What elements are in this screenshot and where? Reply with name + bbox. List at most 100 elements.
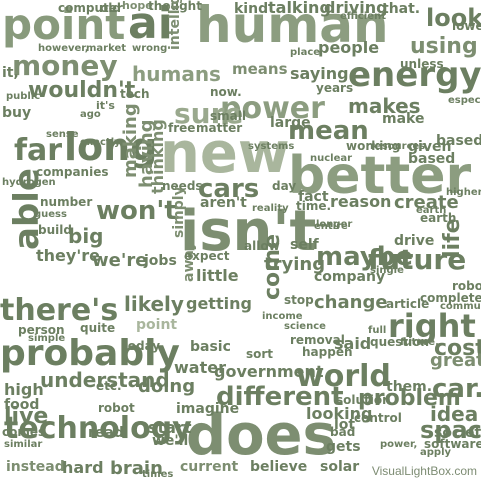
word: today: [122, 339, 161, 353]
word: won't: [96, 196, 177, 226]
word: people: [318, 38, 380, 57]
word: entire: [314, 221, 348, 232]
word: higher: [446, 187, 481, 198]
word: simply: [171, 186, 187, 238]
word: time.: [296, 199, 332, 213]
word: wouldn't: [28, 78, 136, 103]
word: years: [316, 81, 354, 95]
word: company: [314, 269, 386, 285]
word: lower: [452, 19, 481, 33]
word: hydrogen: [2, 177, 56, 188]
word: means: [232, 60, 288, 78]
word: reality: [252, 203, 289, 214]
word: nuclear: [310, 153, 353, 164]
word: there's: [0, 293, 119, 328]
word: earth: [416, 205, 447, 216]
word: quite: [80, 321, 116, 335]
word: big: [68, 224, 104, 248]
word: believe: [250, 459, 308, 475]
word: space: [420, 416, 481, 444]
word: make: [382, 111, 425, 127]
word: free: [168, 121, 196, 135]
word: power,: [380, 439, 418, 450]
word: makes: [348, 94, 421, 118]
word: society: [434, 425, 481, 441]
word: right: [388, 307, 476, 345]
word: unless: [400, 57, 444, 71]
word: solar: [320, 459, 360, 475]
word: government: [214, 362, 324, 381]
word: etc.: [96, 379, 122, 393]
word: understand: [40, 368, 170, 392]
word: getting: [186, 294, 252, 313]
word: cars: [198, 174, 260, 204]
word: great: [430, 350, 481, 371]
watermark: VisualLightBox.com: [369, 464, 479, 478]
word: efficient: [340, 11, 386, 22]
word: look: [426, 4, 481, 32]
word: we'll: [152, 433, 189, 449]
word: change: [314, 292, 388, 313]
word: bad: [330, 425, 356, 439]
word: using: [410, 34, 478, 59]
word: read: [88, 425, 124, 441]
word: imagine: [176, 401, 240, 417]
word: trying: [264, 254, 326, 275]
word: humans: [132, 62, 221, 86]
word: talking: [268, 0, 331, 17]
word: hope: [122, 0, 153, 12]
word: number: [40, 195, 93, 209]
word: matter: [196, 121, 243, 135]
word: idea: [430, 402, 479, 426]
word: working: [346, 139, 401, 153]
word: stop: [284, 293, 314, 307]
word: better: [288, 146, 472, 206]
word: companies: [36, 165, 109, 179]
word: energy: [348, 55, 481, 95]
word: world: [296, 359, 391, 394]
word: now.: [210, 85, 242, 99]
word: maybe: [316, 242, 414, 272]
word: tech: [120, 87, 150, 101]
word: said: [334, 334, 372, 353]
word: exactly: [80, 137, 121, 148]
word: given: [408, 139, 452, 155]
word: control: [354, 411, 402, 425]
word: saying: [290, 64, 349, 83]
word: ago: [80, 109, 101, 120]
word: problem: [358, 386, 461, 411]
word: future: [368, 243, 467, 276]
word: future.: [400, 337, 439, 348]
word: technology: [4, 411, 192, 446]
word: reason: [330, 192, 392, 211]
word: however,: [38, 43, 89, 54]
word: software: [424, 437, 481, 451]
word: large: [270, 115, 311, 131]
word: allow: [244, 239, 280, 253]
word: live: [4, 404, 49, 429]
word: far: [14, 133, 63, 168]
word: likely: [124, 292, 184, 316]
word: robot: [98, 401, 135, 415]
word: fact: [298, 189, 329, 205]
word: simple: [28, 333, 66, 344]
word: mean: [288, 116, 369, 146]
word: earth: [420, 211, 457, 225]
word: point: [2, 0, 126, 49]
word: old: [100, 1, 121, 15]
word: single: [370, 265, 404, 276]
word: computer: [58, 1, 123, 15]
word: new: [160, 121, 290, 186]
word: aren't: [200, 195, 247, 211]
word: looking: [306, 404, 373, 423]
word: kind: [234, 1, 269, 17]
word: power: [220, 91, 325, 126]
word: science: [284, 321, 326, 332]
word: that.: [382, 1, 421, 17]
word: sort: [246, 347, 274, 361]
word: water: [174, 358, 226, 377]
word: income: [262, 311, 303, 322]
word: we're: [92, 250, 148, 271]
word: high: [4, 380, 44, 399]
word: intelligence: [167, 0, 183, 50]
